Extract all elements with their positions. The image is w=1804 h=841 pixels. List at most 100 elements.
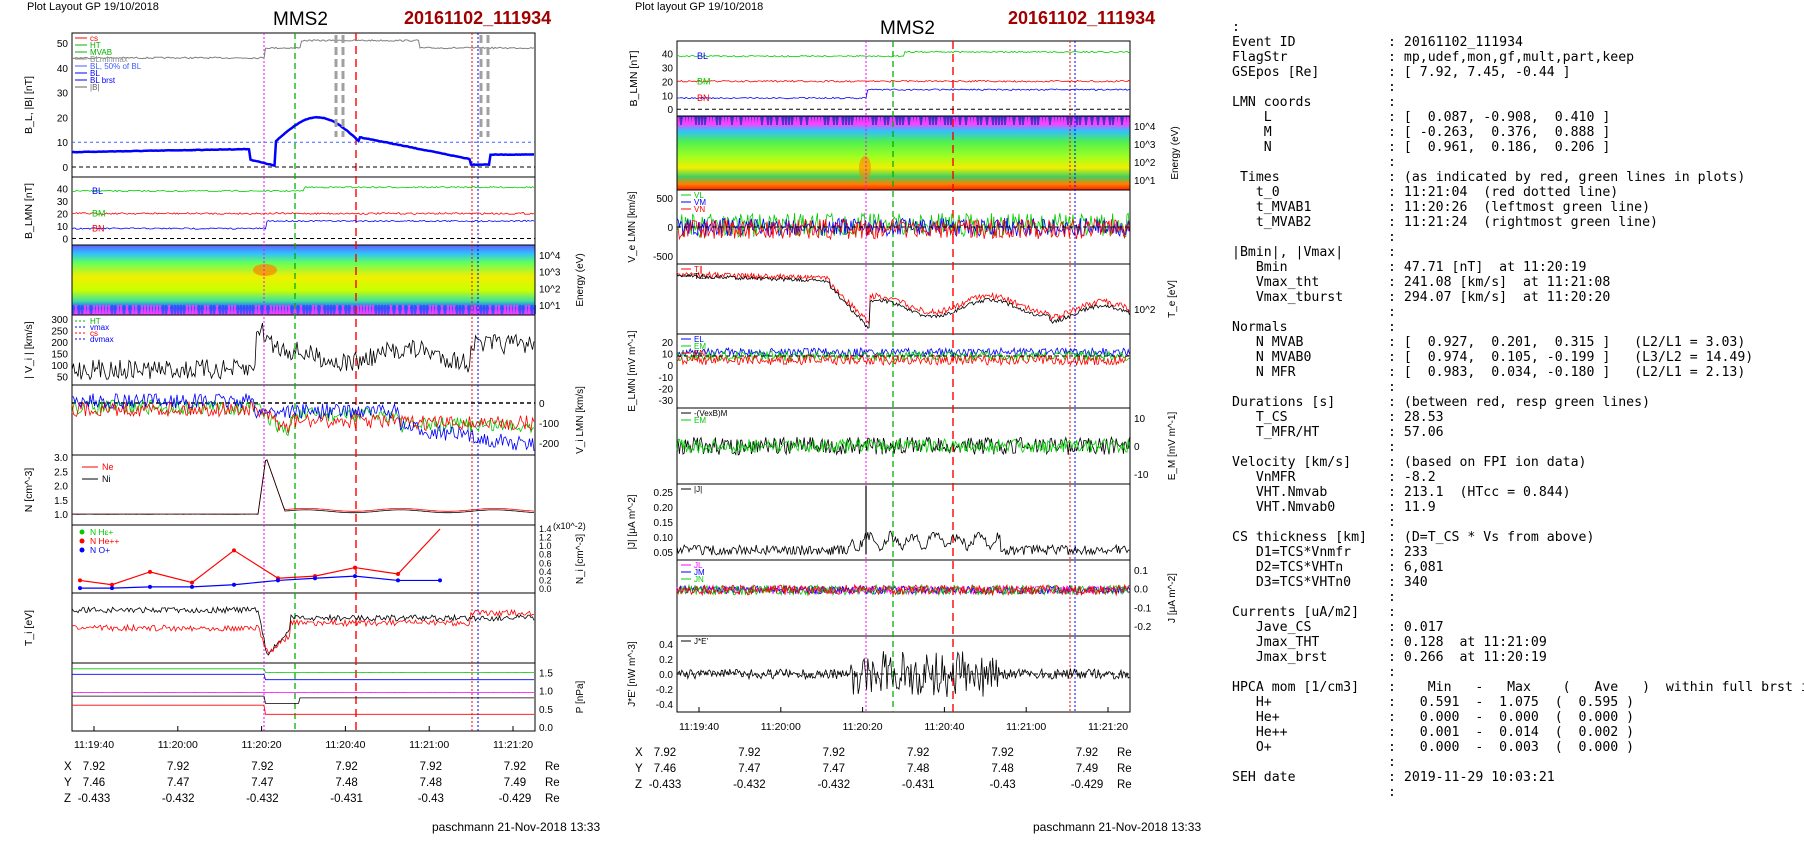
spectrogram-noise xyxy=(255,305,257,314)
spectrogram-noise xyxy=(704,117,706,125)
summary-row: : xyxy=(1232,20,1804,35)
spectrogram-noise xyxy=(159,305,161,314)
spectrogram-noise xyxy=(728,117,730,125)
summary-value: : [ 0.087, -0.908, 0.410 ] xyxy=(1388,110,1611,125)
summary-value: : 0.000 - 0.000 ( 0.000 ) xyxy=(1388,710,1635,725)
spectrogram-noise xyxy=(306,305,308,314)
je-line xyxy=(676,651,1130,698)
tick-label: 10^4 xyxy=(539,251,561,262)
spectrogram-noise xyxy=(710,117,712,125)
spectrogram-noise xyxy=(378,305,380,314)
ion-spectrogram xyxy=(72,245,535,315)
legend-label: BN xyxy=(697,93,710,103)
legend-label: BL xyxy=(92,186,103,196)
spectrogram-noise xyxy=(716,117,718,125)
o-density-point xyxy=(148,584,152,589)
spectrogram-noise xyxy=(863,117,865,125)
spectrogram-noise xyxy=(402,305,404,314)
orbit-value: -0.429 xyxy=(1070,779,1104,791)
summary-key: He+ xyxy=(1232,710,1280,725)
spectrogram-noise xyxy=(740,117,742,125)
orbit-value: 7.46 xyxy=(653,763,677,775)
spectrogram-noise xyxy=(510,305,512,314)
tick-label: 0.2 xyxy=(539,575,552,585)
spectrogram-noise xyxy=(1070,117,1072,125)
summary-row: L: [ 0.087, -0.908, 0.410 ] xyxy=(1232,110,1804,125)
summary-value: : 6,081 xyxy=(1388,560,1444,575)
summary-value: : xyxy=(1388,785,1396,800)
orbit-axis-label: X xyxy=(64,761,72,773)
o-density-point xyxy=(353,574,357,579)
tick-label: 0.10 xyxy=(654,533,674,544)
spectrogram-noise xyxy=(683,117,685,125)
spectrogram-noise xyxy=(351,305,353,314)
summary-value: : Min - Max ( Ave ) within full brst int xyxy=(1388,680,1804,695)
tick-label: 10^2 xyxy=(1134,305,1156,316)
summary-value: : xyxy=(1388,155,1396,170)
tick-label: 2.0 xyxy=(54,482,68,493)
spectrogram-noise xyxy=(905,117,907,125)
spectrogram-noise xyxy=(189,305,191,314)
spectrogram-noise xyxy=(147,305,149,314)
legend-label: N He++ xyxy=(90,536,119,546)
orbit-value: 7.48 xyxy=(335,777,358,789)
tick-label: 0.20 xyxy=(654,503,674,514)
orbit-unit: Re xyxy=(1117,779,1132,791)
spectrogram-noise xyxy=(950,117,952,125)
summary-row: : xyxy=(1232,515,1804,530)
panel-frame xyxy=(71,32,536,178)
legend-label: Ni xyxy=(102,474,111,484)
orbit-axis-label: X xyxy=(635,747,643,759)
t-perp-line xyxy=(71,608,535,655)
legend-label: BL, 50% of BL xyxy=(90,62,142,71)
tick-label: 10 xyxy=(57,222,69,233)
summary-row: LMN coords: xyxy=(1232,95,1804,110)
tick-label: 1.0 xyxy=(539,687,553,698)
spectrogram-noise xyxy=(1085,117,1087,125)
spectrogram-noise xyxy=(270,305,272,314)
pi-line xyxy=(72,673,534,681)
spectrogram-noise xyxy=(528,305,530,314)
summary-key: Velocity [km/s] xyxy=(1232,455,1352,470)
tick-label: 0.0 xyxy=(539,584,552,594)
spectrogram-noise xyxy=(303,305,305,314)
axis-label: T_i [eV] xyxy=(23,610,35,646)
spectrogram-noise xyxy=(390,305,392,314)
legend-label: EM xyxy=(694,416,706,425)
summary-row: SEH date: 2019-11-29 10:03:21 xyxy=(1232,770,1804,785)
axis-label: N [cm^-3] xyxy=(23,468,35,513)
spectrogram-noise xyxy=(848,117,850,125)
spectrogram-noise xyxy=(1067,117,1069,125)
spectrogram-noise xyxy=(492,305,494,314)
axis-label: P [nPa] xyxy=(575,680,586,713)
summary-value: : -8.2 xyxy=(1388,470,1436,485)
spectrogram-noise xyxy=(926,117,928,125)
tick-label: 30 xyxy=(662,63,674,74)
summary-key: Normals xyxy=(1232,320,1288,335)
spectrogram-noise xyxy=(216,305,218,314)
tick-label: 10^3 xyxy=(1134,140,1156,151)
legend-marker xyxy=(79,529,85,535)
tick-label: 0.6 xyxy=(539,558,552,568)
spectrogram-noise xyxy=(986,117,988,125)
spectrogram-noise xyxy=(932,117,934,125)
tick-label: 10 xyxy=(57,138,69,149)
summary-value: : xyxy=(1388,440,1396,455)
spectrogram-noise xyxy=(153,305,155,314)
spectrogram-noise xyxy=(129,305,131,314)
spectrogram-noise xyxy=(1115,117,1117,125)
spectrogram-noise xyxy=(773,117,775,125)
spectrogram-noise xyxy=(707,117,709,125)
spectrogram-noise xyxy=(944,117,946,125)
summary-value: : 233 xyxy=(1388,545,1428,560)
spectrogram-noise xyxy=(489,305,491,314)
legend-label: vmax xyxy=(90,323,109,332)
spectrogram-noise xyxy=(261,305,263,314)
left-plot-header: Plot Layout GP 19/10/2018 xyxy=(27,1,159,13)
spectrogram-noise xyxy=(414,305,416,314)
axis-label: T_e [eV] xyxy=(1167,280,1178,318)
orbit-value: 7.47 xyxy=(166,777,190,789)
spectrogram-noise xyxy=(866,117,868,125)
spectrogram-noise xyxy=(1094,117,1096,125)
spectrogram-noise xyxy=(417,305,419,314)
